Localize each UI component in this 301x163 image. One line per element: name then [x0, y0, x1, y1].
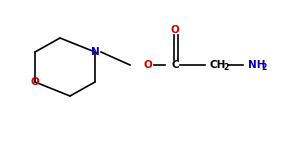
Text: O: O	[171, 25, 179, 35]
Text: N: N	[91, 47, 99, 57]
Text: 2: 2	[223, 64, 228, 73]
Text: O: O	[144, 60, 152, 70]
Text: C: C	[171, 60, 179, 70]
Text: CH: CH	[210, 60, 226, 70]
Text: NH: NH	[248, 60, 265, 70]
Text: O: O	[31, 77, 39, 87]
Text: 2: 2	[261, 64, 266, 73]
